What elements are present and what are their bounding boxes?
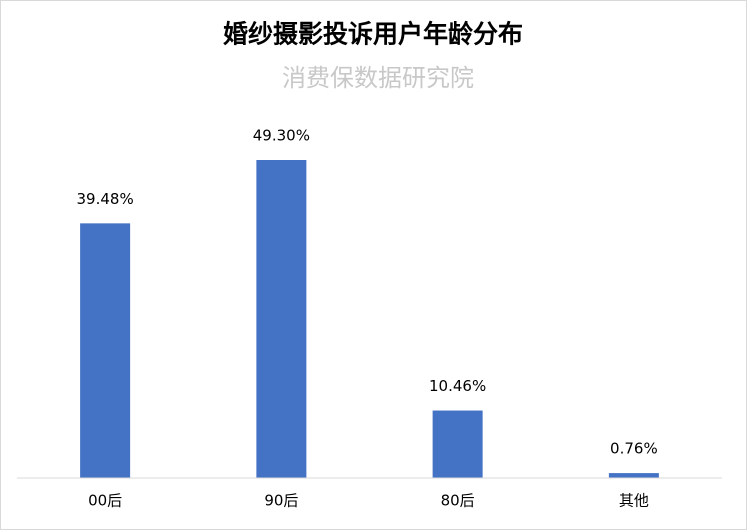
data-label: 39.48% (77, 190, 134, 208)
data-label: 0.76% (610, 440, 658, 458)
bar (256, 160, 307, 478)
x-tick-label: 00后 (88, 492, 122, 510)
bar (608, 473, 659, 478)
x-tick-label: 90后 (264, 492, 298, 510)
chart-subtitle: 消费保数据研究院 (282, 64, 474, 92)
x-tick-label: 80后 (441, 492, 475, 510)
x-tick-label: 其他 (619, 492, 649, 510)
data-label: 49.30% (253, 127, 310, 145)
data-label: 10.46% (429, 377, 486, 395)
bar (432, 410, 483, 478)
chart-title: 婚纱摄影投诉用户年龄分布 (223, 20, 523, 49)
bar (80, 223, 131, 478)
